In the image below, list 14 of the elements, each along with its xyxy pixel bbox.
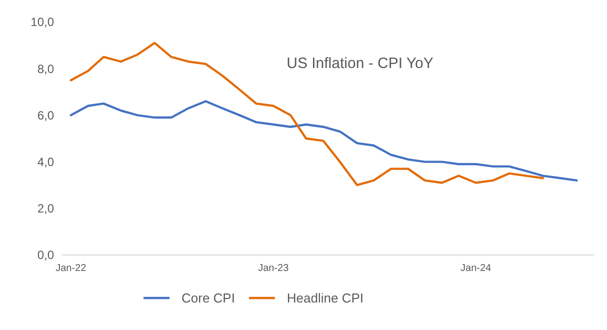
text: US Inflation - CPI YoY [286,55,434,72]
y-tick-label: 6,0 [37,108,54,122]
y-tick-label: 10,0 [30,15,54,30]
y-tick-label: 2,0 [37,202,54,216]
line-series [70,42,544,186]
y-tick-label: 0,0 [37,248,54,262]
x-tick-label: Jan-23 [258,263,290,274]
legend-label: Headline CPI [286,290,364,306]
line-series [70,100,578,182]
y-tick-label: 8,0 [37,62,54,76]
legend-label: Core CPI [182,290,235,306]
x-tick-label: Jan-24 [460,263,492,274]
y-tick-label: 4,0 [37,155,54,169]
x-tick-label: Jan-22 [56,263,87,274]
